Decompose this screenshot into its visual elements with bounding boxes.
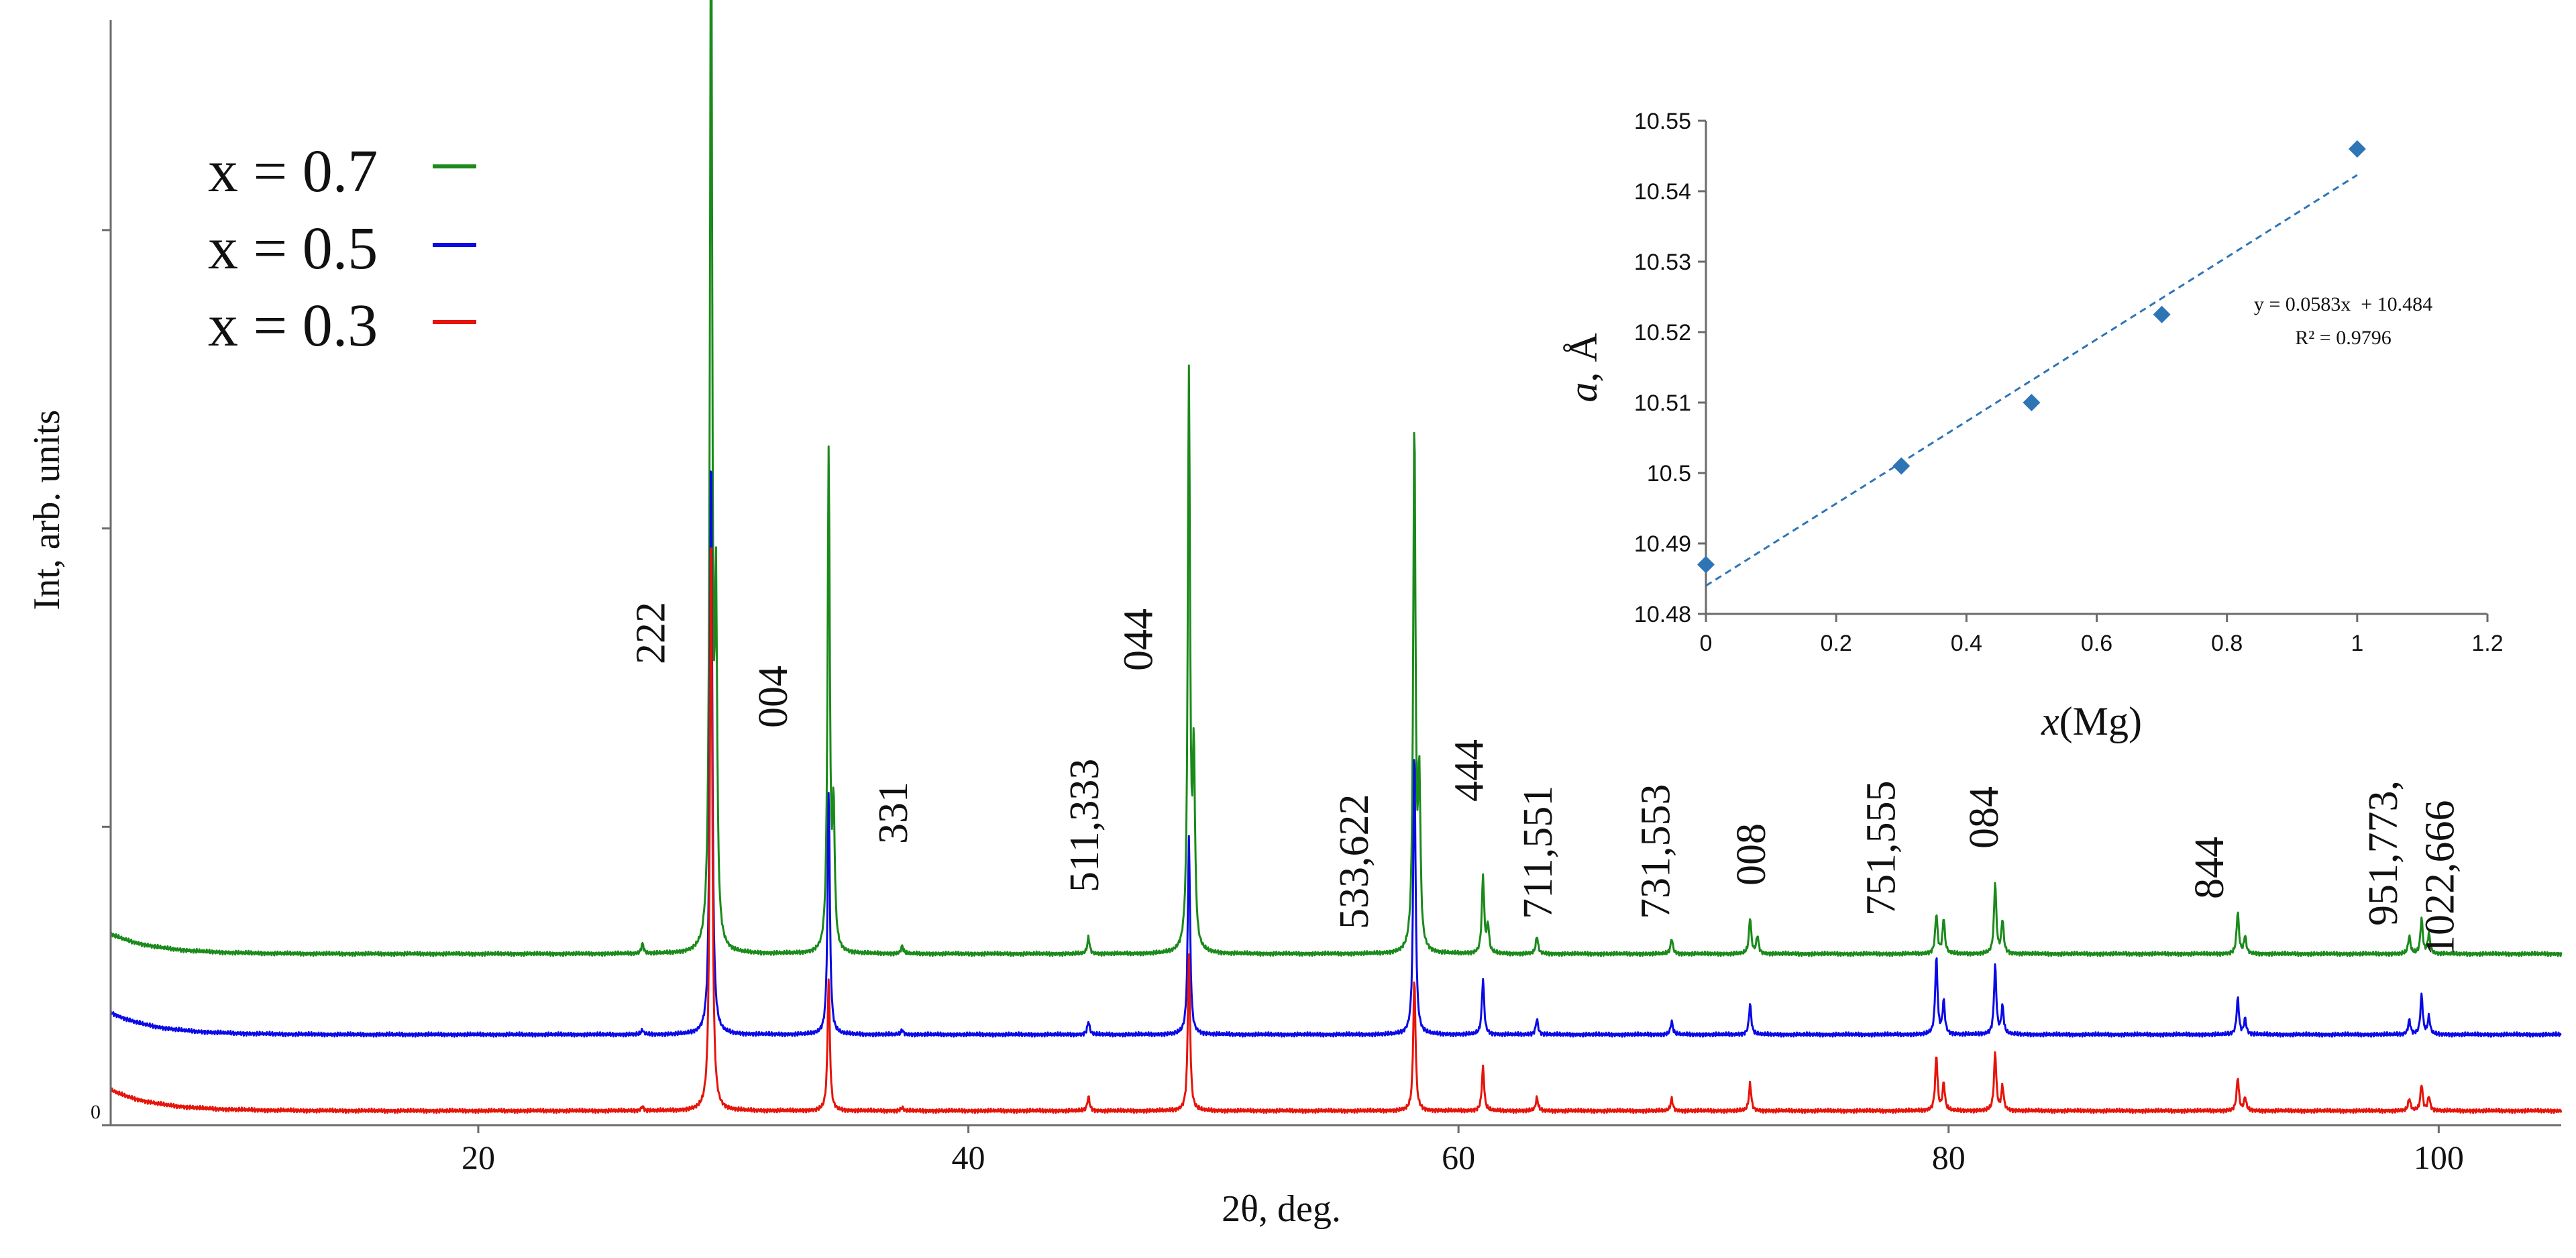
inset-data-point bbox=[2348, 140, 2366, 158]
legend-label: x = 0.3 bbox=[208, 293, 378, 359]
series-line-05 bbox=[109, 470, 2562, 1038]
legend-entry: x = 0.5 bbox=[208, 215, 476, 282]
inset-x-tick-label: 1 bbox=[2351, 631, 2363, 656]
inset-x-axis-label: x(Mg) bbox=[2041, 699, 2142, 743]
legend-label: x = 0.7 bbox=[208, 138, 378, 205]
peak-label: 951,773, bbox=[2361, 780, 2406, 926]
inset-x-tick-label: 0.8 bbox=[2211, 631, 2243, 656]
inset-points bbox=[1697, 140, 2366, 574]
inset-y-axis-label: a, Å bbox=[1561, 333, 1605, 402]
inset-data-point bbox=[2153, 305, 2171, 323]
inset-x-tick-label: 0.2 bbox=[1821, 631, 1852, 656]
xrd-series-group bbox=[109, 0, 2563, 1114]
x-tick-label: 100 bbox=[2414, 1139, 2464, 1176]
inset-trendline bbox=[1705, 174, 2358, 587]
inset-y-ticks: 10.48 10.49 10.5 10.51 10.52 10.53 10.54 10.55 bbox=[1634, 109, 1706, 627]
inset-y-tick-label: 10.54 bbox=[1634, 179, 1691, 205]
inset-y-tick-label: 10.53 bbox=[1634, 250, 1691, 275]
inset-x-tick-label: 0.6 bbox=[2081, 631, 2112, 656]
legend-label: x = 0.5 bbox=[208, 215, 378, 282]
y-tick-label-zero: 0 bbox=[91, 1101, 101, 1123]
y-axis-label: Int, arb. units bbox=[26, 410, 68, 611]
x-axis-label: 2θ, deg. bbox=[1222, 1188, 1341, 1230]
inset-y-tick-label: 10.51 bbox=[1634, 390, 1691, 416]
legend-entry: x = 0.7 bbox=[208, 138, 476, 205]
peak-label: 222 bbox=[629, 602, 674, 664]
legend: x = 0.7 x = 0.5 x = 0.3 bbox=[208, 138, 476, 359]
x-ticks: 20 40 60 80 100 bbox=[462, 1125, 2464, 1176]
inset-y-tick-label: 10.55 bbox=[1634, 109, 1691, 134]
x-tick-label: 40 bbox=[952, 1139, 985, 1176]
peak-label: 331 bbox=[871, 782, 916, 844]
inset-y-tick-label: 10.52 bbox=[1634, 320, 1691, 346]
legend-entry: x = 0.3 bbox=[208, 293, 476, 359]
inset-x-tick-label: 0.4 bbox=[1951, 631, 1982, 656]
x-tick-label: 60 bbox=[1442, 1139, 1475, 1176]
trendline-r-squared: R² = 0.9796 bbox=[2295, 327, 2391, 349]
peak-label: 1022,666 bbox=[2417, 800, 2463, 957]
xrd-chart: 20 40 60 80 100 0 2θ, deg. Int, arb. units x… bbox=[26, 0, 2563, 1230]
peak-label: 844 bbox=[2187, 837, 2233, 899]
peak-labels: 222 004 331 511,333 044 533,622 444 711,551 731,… bbox=[629, 602, 2463, 956]
inset-data-point bbox=[1697, 556, 1715, 574]
series-line-03 bbox=[109, 547, 2563, 1114]
y-ticks bbox=[102, 229, 111, 1126]
inset-chart: 10.4810.4910.510.5110.5210.5310.5410.55 … bbox=[1561, 109, 2504, 743]
peak-label: 511,333 bbox=[1062, 759, 1108, 892]
peak-label: 711,551 bbox=[1515, 786, 1561, 919]
peak-label: 008 bbox=[1729, 823, 1774, 886]
inset-x-tick-label: 0 bbox=[1700, 631, 1713, 656]
peak-label: 444 bbox=[1447, 739, 1493, 802]
peak-label: 731,553 bbox=[1633, 784, 1678, 920]
inset-y-tick-label: 10.49 bbox=[1634, 531, 1691, 557]
inset-y-tick-label: 10.48 bbox=[1634, 602, 1691, 627]
x-tick-label: 20 bbox=[462, 1139, 495, 1176]
trendline-equation: y = 0.0583x + 10.484 bbox=[2254, 293, 2432, 315]
peak-label: 084 bbox=[1962, 786, 2007, 849]
x-tick-label: 80 bbox=[1932, 1139, 1966, 1176]
series-line-07 bbox=[109, 0, 2563, 957]
inset-x-ticks: 0 0.2 0.4 0.6 0.8 1 1.2 bbox=[1700, 614, 2504, 656]
inset-data-point bbox=[2023, 394, 2041, 411]
inset-data-point bbox=[1892, 457, 1911, 475]
peak-label: 004 bbox=[751, 666, 796, 728]
peak-label: 751,555 bbox=[1858, 781, 1904, 916]
inset-x-tick-label: 1.2 bbox=[2471, 631, 2503, 656]
peak-label: 533,622 bbox=[1332, 794, 1377, 930]
inset-y-tick-label: 10.5 bbox=[1647, 461, 1691, 486]
peak-label: 044 bbox=[1116, 609, 1162, 671]
